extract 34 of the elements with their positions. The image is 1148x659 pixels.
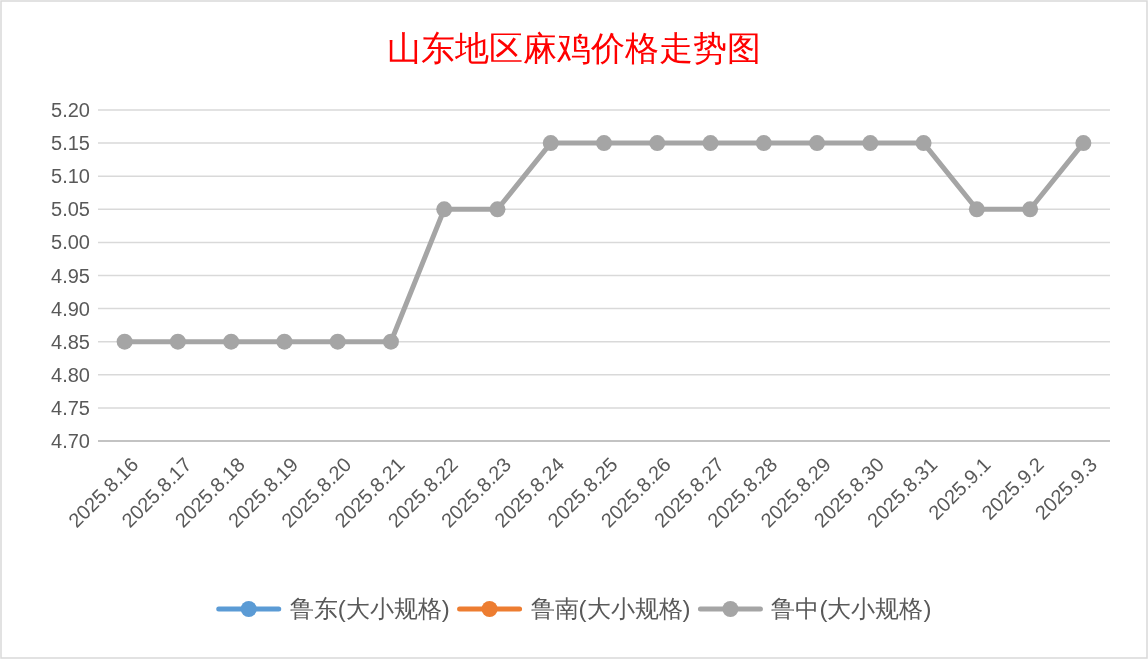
y-tick-label: 5.20 (51, 99, 90, 121)
y-tick-label: 4.80 (51, 363, 90, 386)
point (436, 201, 453, 218)
point (489, 201, 506, 218)
legend-label: 鲁东(大小规格) (289, 595, 450, 623)
point (862, 135, 879, 152)
y-tick-label: 4.85 (51, 330, 90, 353)
y-tick-label: 4.70 (51, 430, 90, 452)
y-tick-label: 5.10 (51, 165, 90, 188)
point (382, 333, 399, 350)
point (755, 135, 772, 152)
y-tick-label: 4.90 (51, 297, 90, 320)
y-tick-label: 5.15 (51, 132, 90, 155)
point (968, 201, 985, 218)
y-tick-label: 5.00 (51, 231, 90, 254)
point (649, 135, 666, 152)
legend-label: 鲁南(大小规格) (530, 595, 691, 623)
point (915, 135, 932, 152)
point (276, 333, 293, 350)
y-tick-label: 4.95 (51, 264, 90, 287)
point (223, 333, 240, 350)
y-tick-label: 5.05 (51, 198, 90, 221)
point (596, 135, 612, 152)
point (542, 135, 559, 152)
legend-label: 鲁中(大小规格) (771, 595, 932, 623)
point (169, 333, 186, 350)
point (809, 135, 826, 152)
y-tick-label: 4.75 (51, 396, 90, 419)
point (329, 333, 346, 350)
point (1075, 135, 1092, 152)
point (702, 135, 719, 152)
point (116, 333, 133, 350)
chart-title: 山东地区麻鸡价格走势图 (387, 30, 761, 67)
point (1022, 201, 1039, 218)
